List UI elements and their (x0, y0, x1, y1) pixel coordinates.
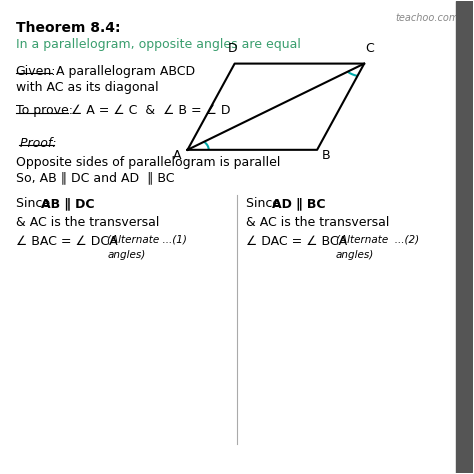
Text: A: A (173, 149, 182, 162)
Text: & AC is the transversal: & AC is the transversal (16, 216, 159, 229)
Text: AB ∥ DC: AB ∥ DC (41, 197, 95, 210)
Text: & AC is the transversal: & AC is the transversal (246, 216, 390, 229)
Text: Since: Since (16, 197, 54, 210)
Text: To prove:: To prove: (16, 104, 73, 117)
Text: Proof:: Proof: (16, 137, 56, 150)
Text: angles): angles) (108, 250, 146, 260)
Text: teachoo.com: teachoo.com (395, 13, 458, 23)
Text: So, AB ∥ DC and AD  ∥ BC: So, AB ∥ DC and AD ∥ BC (16, 171, 174, 184)
Text: angles): angles) (336, 250, 374, 260)
Text: Given:: Given: (16, 65, 56, 79)
Text: ∠ BAC = ∠ DCA: ∠ BAC = ∠ DCA (16, 235, 117, 247)
Text: Opposite sides of parallelogram is parallel: Opposite sides of parallelogram is paral… (16, 156, 280, 169)
Text: AD ∥ BC: AD ∥ BC (273, 197, 326, 210)
Text: D: D (228, 42, 237, 55)
Text: (Alternate ...(1): (Alternate ...(1) (108, 235, 187, 245)
Text: A parallelogram ABCD: A parallelogram ABCD (55, 65, 195, 79)
Text: C: C (365, 42, 374, 55)
Bar (456, 1, 473, 473)
Text: with AC as its diagonal: with AC as its diagonal (16, 82, 158, 94)
Text: In a parallelogram, opposite angles are equal: In a parallelogram, opposite angles are … (16, 38, 301, 51)
Text: ∠ DAC = ∠ BCA: ∠ DAC = ∠ BCA (246, 235, 347, 247)
Text: ∠ A = ∠ C  &  ∠ B = ∠ D: ∠ A = ∠ C & ∠ B = ∠ D (71, 104, 231, 117)
Text: Since: Since (246, 197, 284, 210)
Text: Theorem 8.4:: Theorem 8.4: (16, 21, 120, 35)
Text: B: B (321, 149, 330, 162)
Text: (Alternate  ...(2): (Alternate ...(2) (336, 235, 419, 245)
